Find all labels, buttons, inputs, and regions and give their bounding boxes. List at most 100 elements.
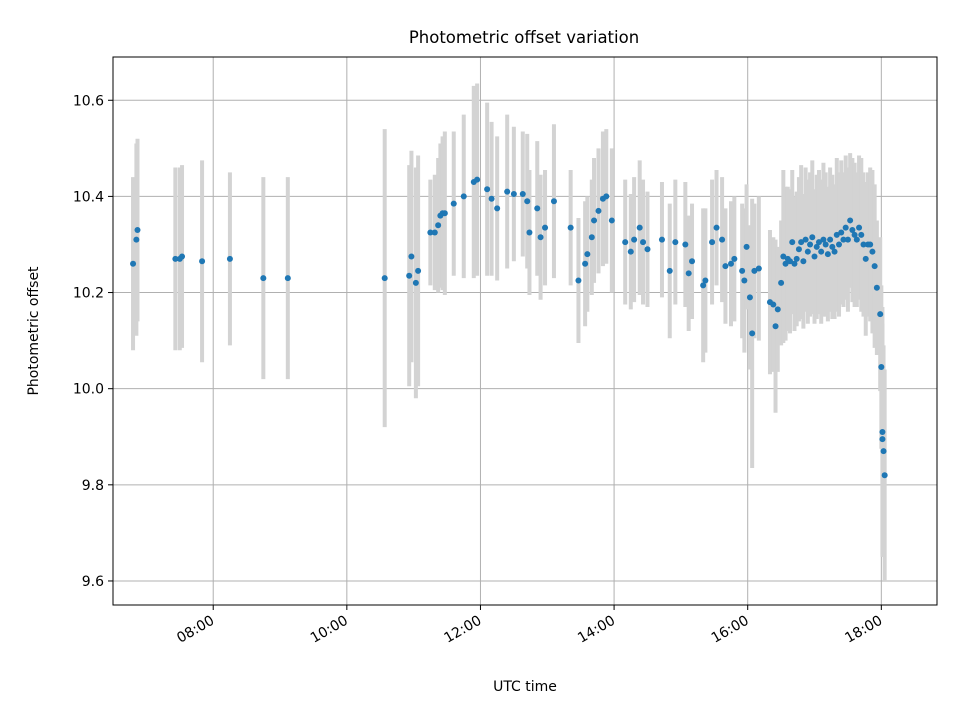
data-point xyxy=(591,217,598,224)
data-point xyxy=(831,248,838,255)
data-point xyxy=(791,260,798,267)
data-point xyxy=(877,311,884,318)
y-tick-label: 10.4 xyxy=(73,189,104,205)
data-point xyxy=(537,234,544,241)
data-point xyxy=(226,255,233,262)
data-point xyxy=(484,186,491,193)
data-point xyxy=(804,248,811,255)
data-point xyxy=(709,239,716,246)
data-point xyxy=(879,436,886,443)
x-axis-label: UTC time xyxy=(493,679,557,695)
chart-title: Photometric offset variation xyxy=(409,28,639,47)
data-point xyxy=(133,236,140,243)
data-point xyxy=(838,229,845,236)
data-point xyxy=(682,241,689,248)
data-point xyxy=(811,253,818,260)
data-point xyxy=(595,207,602,214)
data-point xyxy=(415,267,422,274)
data-point xyxy=(739,267,746,274)
data-point xyxy=(878,364,885,371)
y-tick-label: 9.8 xyxy=(82,478,104,494)
data-point xyxy=(856,224,863,231)
data-point xyxy=(749,330,756,337)
data-point xyxy=(700,282,707,289)
data-point xyxy=(851,231,858,238)
data-point xyxy=(412,279,419,286)
y-tick-label: 10.2 xyxy=(73,286,104,302)
data-point xyxy=(575,277,582,284)
data-point xyxy=(631,236,638,243)
data-point xyxy=(844,236,851,243)
data-point xyxy=(640,239,647,246)
plot-frame xyxy=(112,56,938,606)
data-point xyxy=(622,239,629,246)
data-point xyxy=(406,272,413,279)
grid-lines xyxy=(113,57,937,605)
data-point xyxy=(550,198,557,205)
data-point xyxy=(820,236,827,243)
x-tick-label: 08:00 xyxy=(174,613,217,647)
data-point xyxy=(770,301,777,308)
data-point xyxy=(722,263,729,270)
data-point xyxy=(519,191,526,197)
data-point xyxy=(685,270,692,277)
data-point xyxy=(860,241,867,248)
y-axis-label: Photometric offset xyxy=(26,266,42,396)
data-point xyxy=(172,255,179,262)
data-point xyxy=(608,217,615,224)
data-point xyxy=(284,275,291,282)
data-point xyxy=(524,198,531,205)
data-point xyxy=(793,255,800,262)
data-point xyxy=(408,253,415,260)
data-point xyxy=(534,205,541,212)
data-point xyxy=(627,248,634,255)
data-point xyxy=(809,234,816,241)
data-point xyxy=(827,236,834,243)
error-bars xyxy=(131,83,887,581)
data-point xyxy=(474,176,481,183)
data-point xyxy=(833,231,840,238)
data-point xyxy=(871,263,878,270)
data-point xyxy=(789,239,796,246)
x-tick-label: 14:00 xyxy=(575,613,618,647)
data-point xyxy=(798,239,805,246)
data-point xyxy=(751,267,758,274)
data-point xyxy=(582,260,589,267)
data-point xyxy=(880,448,887,455)
data-point xyxy=(746,294,753,301)
data-point xyxy=(778,279,785,286)
data-point xyxy=(435,222,442,229)
data-point xyxy=(862,255,869,262)
data-point xyxy=(427,229,434,236)
data-point xyxy=(728,260,734,267)
data-point xyxy=(431,229,438,236)
data-point xyxy=(588,234,595,241)
data-point xyxy=(460,193,467,200)
data-point xyxy=(858,231,865,238)
data-point xyxy=(780,253,787,260)
data-point xyxy=(829,243,836,250)
x-tick-label: 18:00 xyxy=(842,613,885,647)
data-point xyxy=(787,258,794,265)
data-point xyxy=(603,193,610,200)
y-tick-label: 10.6 xyxy=(73,93,104,109)
data-point xyxy=(774,306,781,313)
data-point xyxy=(772,323,779,330)
data-point xyxy=(542,224,549,231)
data-point xyxy=(488,195,495,202)
data-point xyxy=(782,260,789,267)
data-point xyxy=(134,227,141,234)
data-point xyxy=(731,255,738,262)
data-point xyxy=(815,239,822,246)
data-point xyxy=(840,236,847,243)
data-point xyxy=(666,267,673,274)
data-point xyxy=(813,243,820,250)
x-tick-label: 16:00 xyxy=(709,613,752,647)
data-point xyxy=(510,191,517,197)
data-point xyxy=(800,258,807,265)
x-tick-label: 12:00 xyxy=(442,613,485,647)
data-point xyxy=(869,248,876,255)
data-point xyxy=(689,258,696,265)
data-point xyxy=(672,239,679,246)
